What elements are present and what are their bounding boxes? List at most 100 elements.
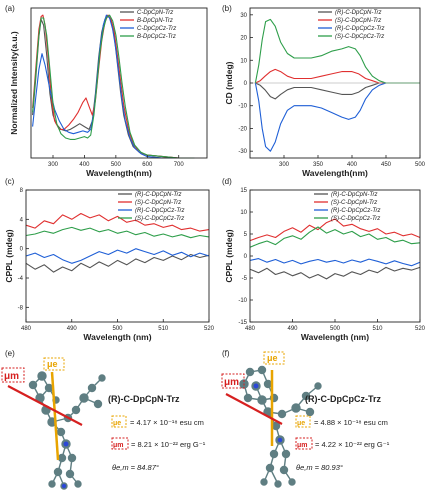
series-line-1 bbox=[249, 266, 421, 280]
plot-frame bbox=[30, 7, 208, 159]
series-line-1 bbox=[255, 82, 420, 100]
mu-m-value: = 8.21 × 10⁻²² erg G⁻¹ bbox=[131, 440, 206, 449]
legend-entry: (R)-C-DpCpCz-Trz bbox=[331, 208, 381, 214]
legend-entry: (S)-C-DpCpCz-Trz bbox=[335, 34, 384, 40]
x-tick-label: 450 bbox=[381, 162, 392, 168]
mu-e-value: = 4.17 × 10⁻¹⁸ esu cm bbox=[130, 418, 204, 427]
x-tick-label: 500 bbox=[111, 162, 122, 168]
x-tick-label: 400 bbox=[347, 162, 358, 168]
mu-m-value-box bbox=[295, 437, 313, 450]
x-tick-label: 520 bbox=[415, 326, 426, 332]
panel-label-b: (b) bbox=[222, 4, 232, 13]
mu-m-box bbox=[221, 373, 245, 389]
molecule-n-atoms bbox=[61, 441, 69, 489]
x-axis-title: Wavelength(nm) bbox=[302, 168, 368, 178]
mu-e-value-symbol: μe bbox=[297, 420, 305, 427]
mu-m-value: = 4.22 × 10⁻²² erg G⁻¹ bbox=[315, 440, 390, 449]
mu-e-value: = 4.88 × 10⁻¹⁸ esu cm bbox=[314, 418, 388, 427]
chart-cppl-c: 480 490 500 510 520 -8 -4 0 4 8 Wavelength (nm) CPP… bbox=[4, 188, 215, 342]
x-tick-label: 700 bbox=[174, 162, 185, 168]
molecule-structure bbox=[239, 365, 322, 488]
x-axis-title: Wavelength(nm) bbox=[86, 168, 152, 178]
y-tick-label: 10 bbox=[240, 58, 247, 64]
x-tick-label: 510 bbox=[158, 326, 169, 332]
y-tick-label: 15 bbox=[240, 188, 247, 194]
legend-entry: (S)-C-DpCpN-Trz bbox=[135, 200, 181, 206]
series-line-1 bbox=[25, 253, 210, 273]
y-axis-title: CD (mdeg) bbox=[224, 61, 234, 104]
y-tick-label: -15 bbox=[238, 320, 247, 326]
y-tick-label: 4 bbox=[20, 217, 24, 223]
mu-m-label: μm bbox=[224, 377, 239, 388]
mu-e-value-symbol: μe bbox=[113, 420, 121, 427]
y-axis-title: Normalized Intensity(a.u.) bbox=[9, 31, 19, 135]
legend-entry: (R)-C-DpCpCz-Trz bbox=[135, 208, 185, 214]
molecule-panel-f: μe μm (R)-C-DpCpCz-Trz μe = 4.88 × 10⁻¹⁸… bbox=[221, 351, 390, 488]
x-tick-label: 510 bbox=[372, 326, 383, 332]
legend-entry: (R)-C-DpCpN-Trz bbox=[335, 10, 382, 16]
panel-label-e: (e) bbox=[5, 349, 15, 358]
theta-value: θe,m = 80.93° bbox=[296, 463, 343, 472]
mu-m-vector bbox=[225, 393, 283, 425]
x-tick-label: 480 bbox=[21, 326, 32, 332]
legend-entry: (S)-C-DpCpN-Trz bbox=[331, 200, 377, 206]
panel-label-d: (d) bbox=[222, 177, 232, 186]
series-line-2 bbox=[249, 218, 421, 242]
series-line-3 bbox=[254, 82, 420, 152]
panel-label-c: (c) bbox=[5, 177, 15, 186]
x-tick-label: 520 bbox=[204, 326, 215, 332]
series-line-4 bbox=[32, 14, 195, 159]
y-tick-label: 8 bbox=[20, 188, 24, 194]
chart-absorption-emission: 300 400 500 600 700 Wavelength(nm) Normalized … bbox=[9, 7, 208, 178]
y-tick-label: 10 bbox=[240, 210, 247, 216]
y-tick-label: 0 bbox=[244, 254, 248, 260]
series-line-2 bbox=[255, 68, 420, 84]
y-tick-label: -10 bbox=[238, 298, 247, 304]
x-tick-label: 500 bbox=[330, 326, 341, 332]
chart-cppl-d: 480 490 500 510 520-15-10-5051015Wavelength … bbox=[224, 188, 426, 342]
mu-e-box bbox=[43, 357, 65, 371]
mu-e-label: μe bbox=[267, 353, 278, 363]
chart-cd: 300 350 400 450 500 -30 -20 -10 0 10 20 30 Wavelengt… bbox=[224, 7, 426, 178]
series-line-3 bbox=[249, 258, 421, 267]
molecule-name: (R)-C-DpCpN-Trz bbox=[108, 394, 180, 404]
x-tick-label: 600 bbox=[142, 162, 153, 168]
x-tick-label: 490 bbox=[67, 326, 78, 332]
series-line-2 bbox=[32, 14, 195, 159]
legend-entry: (R)-C-DpCpN-Trz bbox=[331, 192, 378, 198]
y-tick-label: -8 bbox=[18, 305, 24, 311]
mu-e-vector bbox=[50, 371, 60, 461]
x-tick-label: 400 bbox=[79, 162, 90, 168]
legend-entry: B-DpCpN-Trz bbox=[137, 18, 173, 24]
molecule-n-atoms bbox=[253, 383, 283, 443]
y-axis-title: CPPL (mdeg) bbox=[224, 229, 234, 282]
mu-m-label: μm bbox=[4, 371, 19, 382]
theta-value: θe,m = 84.87° bbox=[112, 463, 159, 472]
y-tick-label: -4 bbox=[18, 276, 24, 282]
mu-m-value-box bbox=[111, 437, 129, 450]
molecule-panel-e: μe μm (R)-C-DpCpN-Trz μe = 4.17 × 10⁻¹⁸ … bbox=[1, 357, 206, 490]
mu-e-value-box bbox=[295, 415, 311, 428]
series-line-4 bbox=[25, 226, 210, 239]
x-tick-label: 500 bbox=[415, 162, 426, 168]
mu-e-label: μe bbox=[47, 359, 58, 369]
mu-m-value-symbol: μm bbox=[113, 442, 124, 449]
legend-entry: (R)-C-DpCpCz-Trz bbox=[335, 26, 385, 32]
mu-m-value-symbol: μm bbox=[297, 442, 308, 449]
legend-entry: B-DpCpCz-Trz bbox=[137, 34, 176, 40]
y-tick-label: 5 bbox=[244, 232, 248, 238]
y-tick-label: -30 bbox=[238, 149, 247, 155]
y-tick-label: 20 bbox=[240, 36, 247, 42]
mu-m-box bbox=[1, 367, 25, 383]
series-line-4 bbox=[249, 226, 421, 248]
x-tick-label: 490 bbox=[287, 326, 298, 332]
legend-entry: (S)-C-DpCpCz-Trz bbox=[135, 216, 184, 222]
series-line-4 bbox=[254, 18, 420, 84]
legend-entry: (S)-C-DpCpN-Trz bbox=[335, 18, 381, 24]
legend-entry: C-DpCpCz-Trz bbox=[137, 26, 176, 32]
x-tick-label: 300 bbox=[279, 162, 290, 168]
x-tick-label: 480 bbox=[245, 326, 256, 332]
mu-m-vector bbox=[7, 385, 83, 426]
legend-entry: (R)-C-DpCpN-Trz bbox=[135, 192, 182, 198]
